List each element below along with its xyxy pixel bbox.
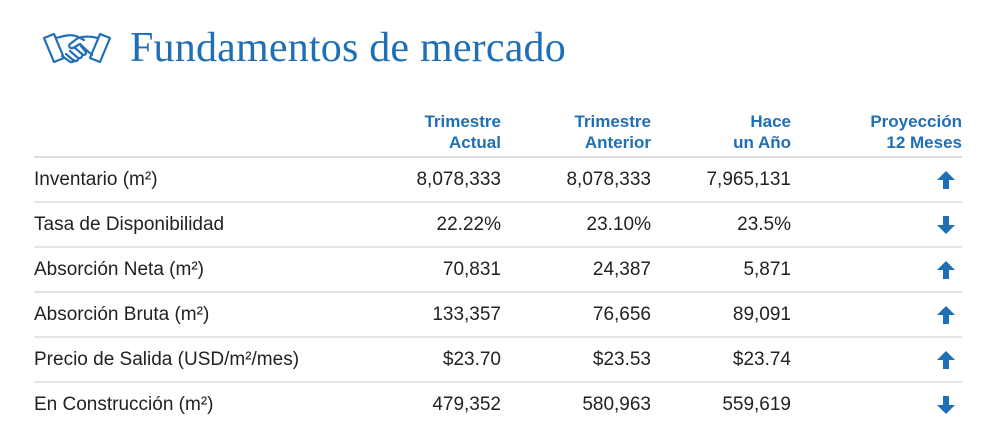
current-quarter-value: 22.22% xyxy=(436,213,501,235)
year-ago-value: 559,619 xyxy=(722,393,791,415)
year-ago-value: 89,091 xyxy=(732,303,791,325)
current-quarter-value: 8,078,333 xyxy=(416,168,501,190)
year-ago-value: 7,965,131 xyxy=(706,168,791,190)
row-label: Absorción Bruta (m²) xyxy=(34,303,210,325)
table-row: Precio de Salida (USD/m²/mes) $23.70 $23… xyxy=(34,338,962,383)
current-quarter-value: 479,352 xyxy=(432,393,501,415)
previous-quarter-value: 24,387 xyxy=(592,258,651,280)
projection-up-arrow-icon xyxy=(791,303,962,327)
page-title: Fundamentos de mercado xyxy=(130,25,566,71)
column-header-year-ago: Hace un Año xyxy=(733,112,791,152)
projection-down-arrow-icon xyxy=(791,393,962,417)
row-label: Absorción Neta (m²) xyxy=(34,258,204,280)
previous-quarter-value: 23.10% xyxy=(586,213,651,235)
handshake-icon xyxy=(38,24,116,72)
previous-quarter-value: 8,078,333 xyxy=(566,168,651,190)
column-header-12-month-projection: Proyección 12 Meses xyxy=(870,112,962,152)
current-quarter-value: $23.70 xyxy=(442,348,501,370)
table-row: Absorción Neta (m²) 70,831 24,387 5,871 xyxy=(34,248,962,293)
table-row: En Construcción (m²) 479,352 580,963 559… xyxy=(34,383,962,426)
row-label: Inventario (m²) xyxy=(34,168,158,190)
column-header-current-quarter: Trimestre Actual xyxy=(424,112,501,152)
table-header-row: Trimestre Actual Trimestre Anterior Hace… xyxy=(34,108,962,158)
previous-quarter-value: $23.53 xyxy=(592,348,651,370)
projection-up-arrow-icon xyxy=(791,348,962,372)
row-label: Precio de Salida (USD/m²/mes) xyxy=(34,348,300,370)
projection-down-arrow-icon xyxy=(791,213,962,237)
row-label: Tasa de Disponibilidad xyxy=(34,213,225,235)
year-ago-value: $23.74 xyxy=(732,348,791,370)
current-quarter-value: 133,357 xyxy=(432,303,501,325)
table-row: Inventario (m²) 8,078,333 8,078,333 7,96… xyxy=(34,158,962,203)
projection-up-arrow-icon xyxy=(791,168,962,192)
year-ago-value: 5,871 xyxy=(743,258,791,280)
page-header: Fundamentos de mercado xyxy=(38,18,566,78)
projection-up-arrow-icon xyxy=(791,258,962,282)
table-row: Tasa de Disponibilidad 22.22% 23.10% 23.… xyxy=(34,203,962,248)
column-header-previous-quarter: Trimestre Anterior xyxy=(574,112,651,152)
market-fundamentals-table: Trimestre Actual Trimestre Anterior Hace… xyxy=(34,108,962,426)
previous-quarter-value: 580,963 xyxy=(582,393,651,415)
table-row: Absorción Bruta (m²) 133,357 76,656 89,0… xyxy=(34,293,962,338)
year-ago-value: 23.5% xyxy=(737,213,791,235)
row-label: En Construcción (m²) xyxy=(34,393,214,415)
current-quarter-value: 70,831 xyxy=(442,258,501,280)
previous-quarter-value: 76,656 xyxy=(592,303,651,325)
